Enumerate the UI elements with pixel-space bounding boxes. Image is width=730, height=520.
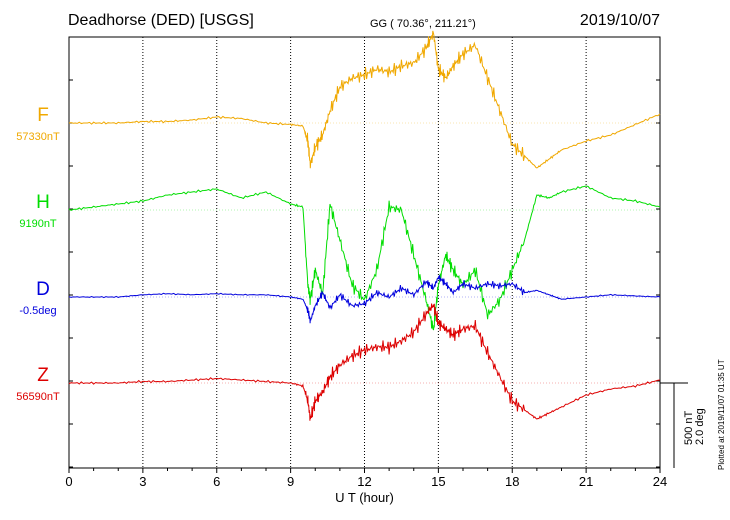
baseline-value-F: 57330nT — [16, 131, 60, 143]
component-label-Z: Z — [37, 365, 49, 386]
x-tick-label: 18 — [505, 474, 519, 489]
scale-label-nt: 500 nT — [683, 410, 695, 445]
x-tick-label: 15 — [431, 474, 445, 489]
station-title: Deadhorse (DED) [USGS] — [68, 12, 254, 29]
x-tick-label: 9 — [287, 474, 294, 489]
series-line-F — [68, 30, 661, 169]
series-line-H — [68, 185, 661, 331]
x-tick-label: 0 — [65, 474, 72, 489]
baseline-value-H: 9190nT — [19, 218, 57, 230]
series-line-D — [68, 275, 661, 324]
x-tick-label: 12 — [357, 474, 371, 489]
x-tick-label: 3 — [139, 474, 146, 489]
series-line-Z — [68, 303, 661, 421]
x-tick-label: 24 — [653, 474, 667, 489]
plot-date: 2019/10/07 — [579, 12, 660, 29]
component-label-F: F — [37, 105, 49, 126]
scale-label-deg: 2.0 deg — [694, 408, 706, 445]
baseline-value-D: -0.5deg — [19, 305, 56, 317]
component-label-D: D — [36, 279, 50, 300]
x-tick-label: 6 — [213, 474, 220, 489]
geographic-coordinates: GG ( 70.36°, 211.21°) — [370, 18, 476, 30]
x-tick-label: 21 — [579, 474, 593, 489]
x-axis-label: U T (hour) — [335, 490, 394, 505]
baseline-value-Z: 56590nT — [16, 391, 60, 403]
plotted-at-note: Plotted at 2019/11/07 01:35 UT — [717, 359, 726, 470]
component-label-H: H — [36, 192, 50, 213]
